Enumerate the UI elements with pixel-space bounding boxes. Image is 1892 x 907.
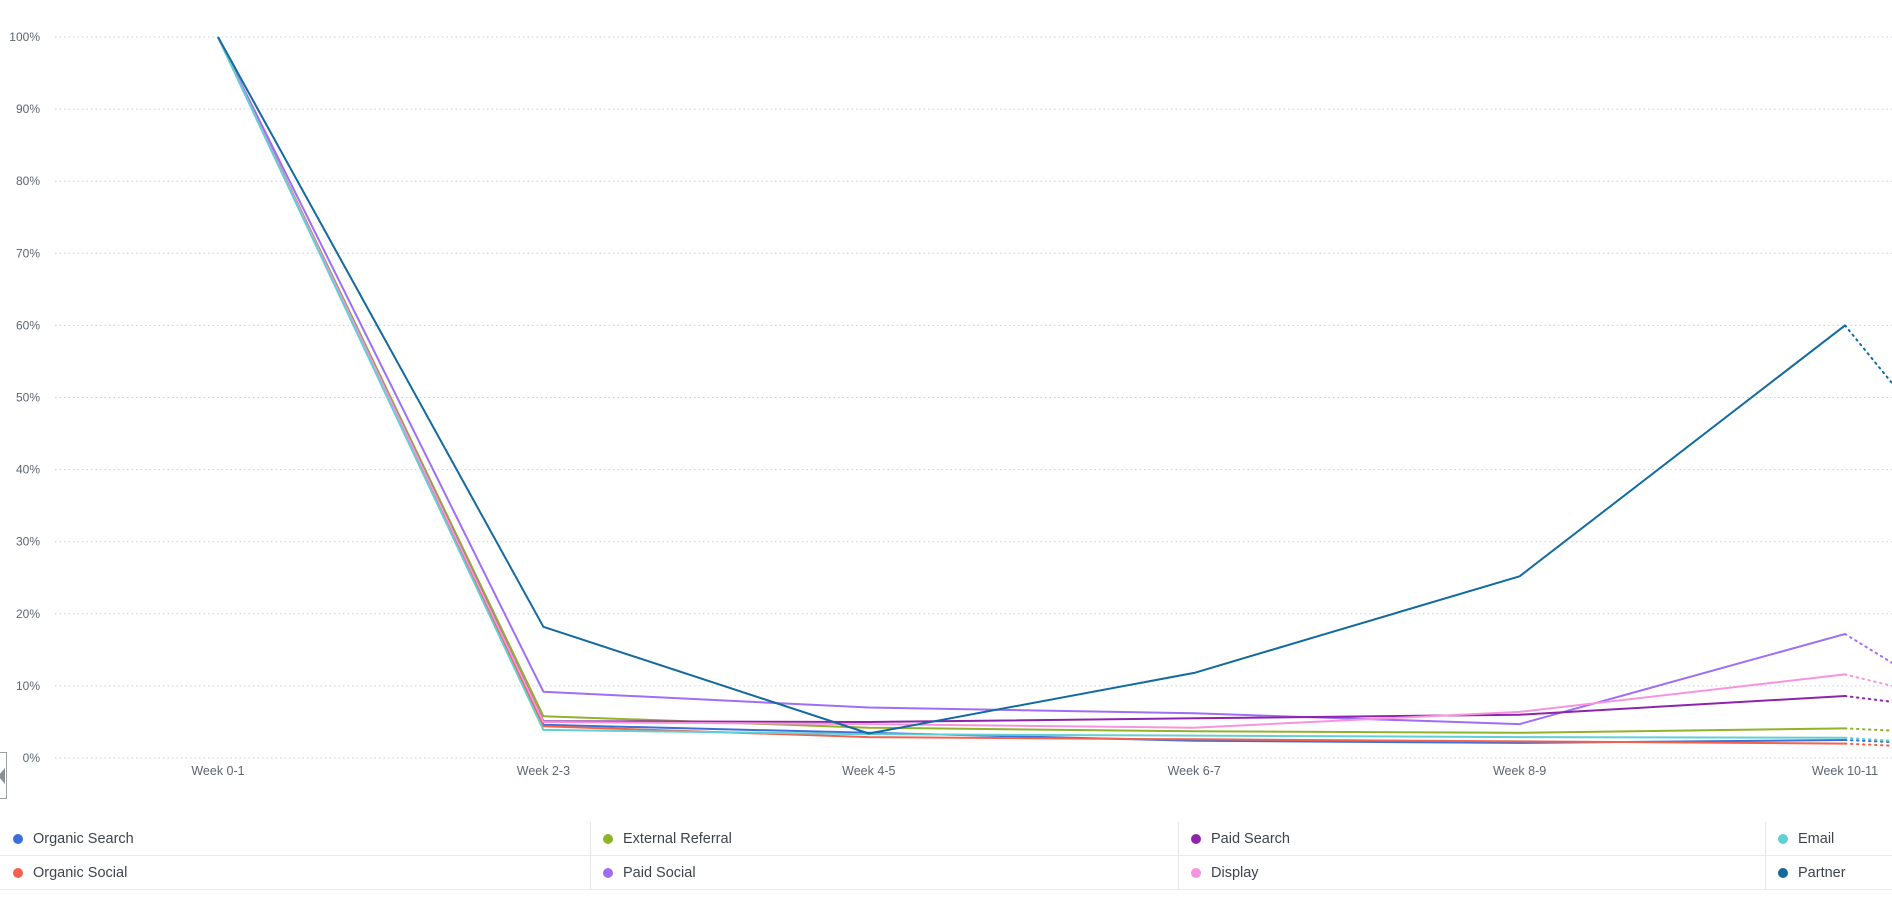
legend-color-dot [13, 867, 23, 878]
projection-line-organic-search [1844, 739, 1892, 744]
line-email[interactable] [217, 36, 1846, 739]
x-axis-tick-label: Week 2-3 [517, 764, 570, 778]
x-axis-tick-label: Week 4-5 [842, 764, 895, 778]
retention-line-chart: 0% 10% 20% 30% 40% 50% 60% 70% 80% 90% 100% Week 0-… [9, 30, 1892, 778]
legend-color-dot [1778, 867, 1788, 878]
legend-label: Organic Social [33, 864, 128, 881]
legend-label: Email [1798, 830, 1835, 847]
projection-line-organic-social [1844, 742, 1892, 747]
y-axis-tick-label: 80% [16, 174, 40, 188]
projection-line-email [1844, 736, 1892, 742]
x-axis-tick-label: Week 10-11 [1812, 764, 1878, 778]
legend: Organic Search External Referral Paid Sear… [0, 822, 1892, 890]
legend-label: External Referral [623, 830, 732, 847]
legend-label: Organic Search [33, 830, 134, 847]
legend-item-external-referral[interactable]: External Referral [590, 822, 1178, 856]
legend-color-dot [13, 833, 23, 844]
retention-chart-area: 0% 10% 20% 30% 40% 50% 60% 70% 80% 90% 100% Week 0-… [9, 30, 1892, 778]
y-axis-tick-label: 100% [9, 30, 40, 44]
y-axis-tick-label: 50% [16, 391, 40, 405]
line-partner[interactable] [217, 36, 1846, 735]
line-display[interactable] [217, 36, 1846, 729]
y-axis-tick-label: 30% [16, 535, 40, 549]
y-axis-tick-label: 0% [23, 751, 41, 765]
y-axis-tick-label: 70% [16, 246, 40, 260]
y-axis-tick-label: 10% [16, 679, 40, 693]
legend-label: Display [1211, 864, 1259, 881]
legend-label: Paid Search [1211, 830, 1290, 847]
projection-line-paid-search [1844, 695, 1892, 703]
projection-line-paid-social [1844, 633, 1892, 664]
line-paid-search[interactable] [217, 36, 1846, 723]
x-axis-tick-label: Week 0-1 [191, 764, 244, 778]
legend-item-partner[interactable]: Partner [1765, 856, 1892, 890]
line-paid-social[interactable] [217, 36, 1846, 726]
legend-item-email[interactable]: Email [1765, 822, 1892, 856]
legend-item-organic-social[interactable]: Organic Social [0, 856, 590, 890]
legend-item-display[interactable]: Display [1178, 856, 1765, 890]
line-organic-social[interactable] [217, 36, 1846, 745]
y-axis-tick-label: 20% [16, 607, 40, 621]
x-axis-tick-label: Week 6-7 [1168, 764, 1221, 778]
projection-line-display [1844, 673, 1892, 687]
projection-line-partner [1844, 324, 1892, 385]
legend-item-paid-search[interactable]: Paid Search [1178, 822, 1765, 856]
scroll-left-button[interactable] [0, 752, 7, 799]
legend-color-dot [1191, 833, 1201, 844]
line-organic-search[interactable] [217, 36, 1846, 744]
legend-item-paid-social[interactable]: Paid Social [590, 856, 1178, 890]
projection-line-external-referral [1844, 727, 1892, 732]
legend-color-dot [603, 867, 613, 878]
x-axis-tick-label: Week 8-9 [1493, 764, 1546, 778]
legend-color-dot [603, 833, 613, 844]
legend-item-organic-search[interactable]: Organic Search [0, 822, 590, 856]
y-axis-tick-label: 60% [16, 318, 40, 332]
line-external-referral[interactable] [217, 36, 1846, 734]
y-axis-tick-label: 90% [16, 102, 40, 116]
y-axis-tick-label: 40% [16, 463, 40, 477]
legend-label: Paid Social [623, 864, 696, 881]
legend-color-dot [1191, 867, 1201, 878]
chevron-left-icon [0, 767, 5, 784]
legend-color-dot [1778, 833, 1788, 844]
legend-label: Partner [1798, 864, 1846, 881]
